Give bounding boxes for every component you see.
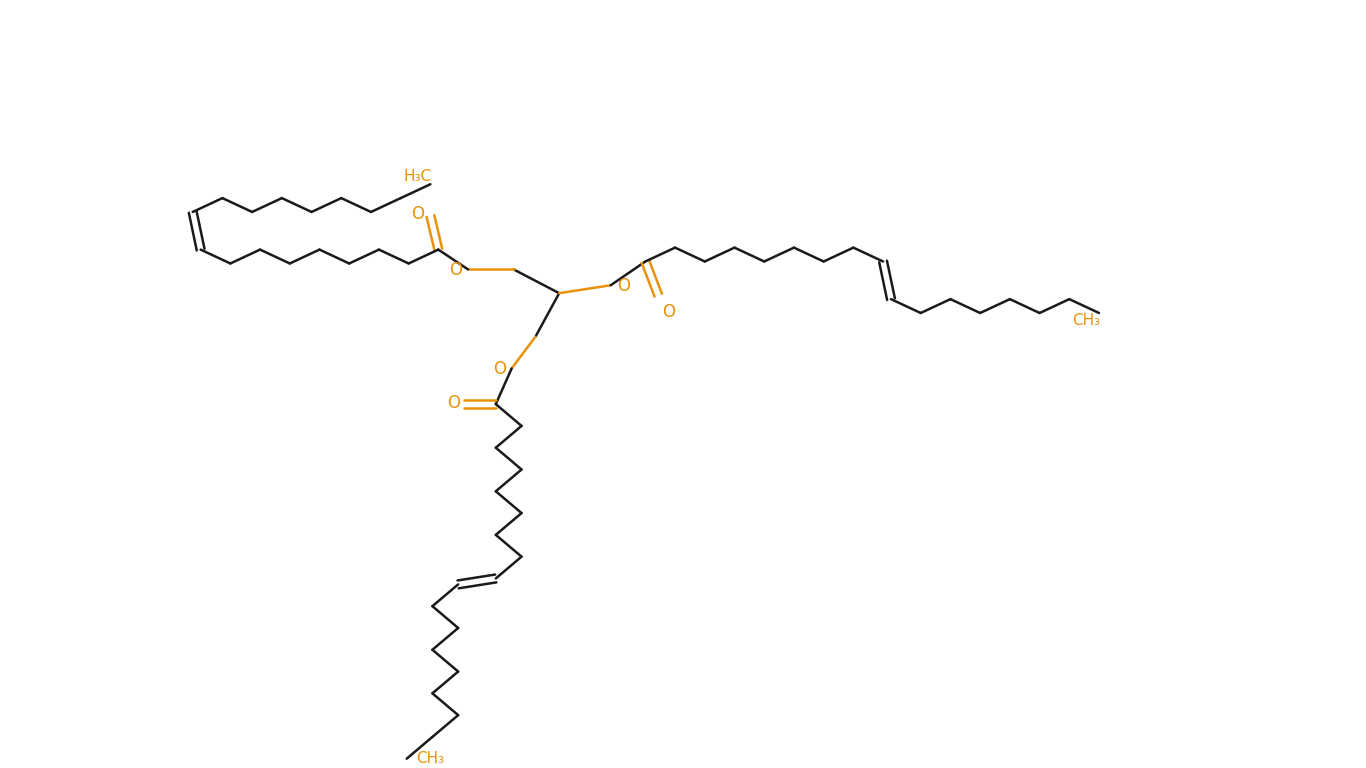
Text: O: O <box>411 205 425 223</box>
Text: CH₃: CH₃ <box>1072 313 1101 328</box>
Text: O: O <box>616 277 630 295</box>
Text: O: O <box>449 261 462 280</box>
Text: O: O <box>447 394 460 412</box>
Text: H₃C: H₃C <box>404 169 432 184</box>
Text: O: O <box>663 303 675 321</box>
Text: CH₃: CH₃ <box>417 751 444 766</box>
Text: O: O <box>493 360 505 379</box>
